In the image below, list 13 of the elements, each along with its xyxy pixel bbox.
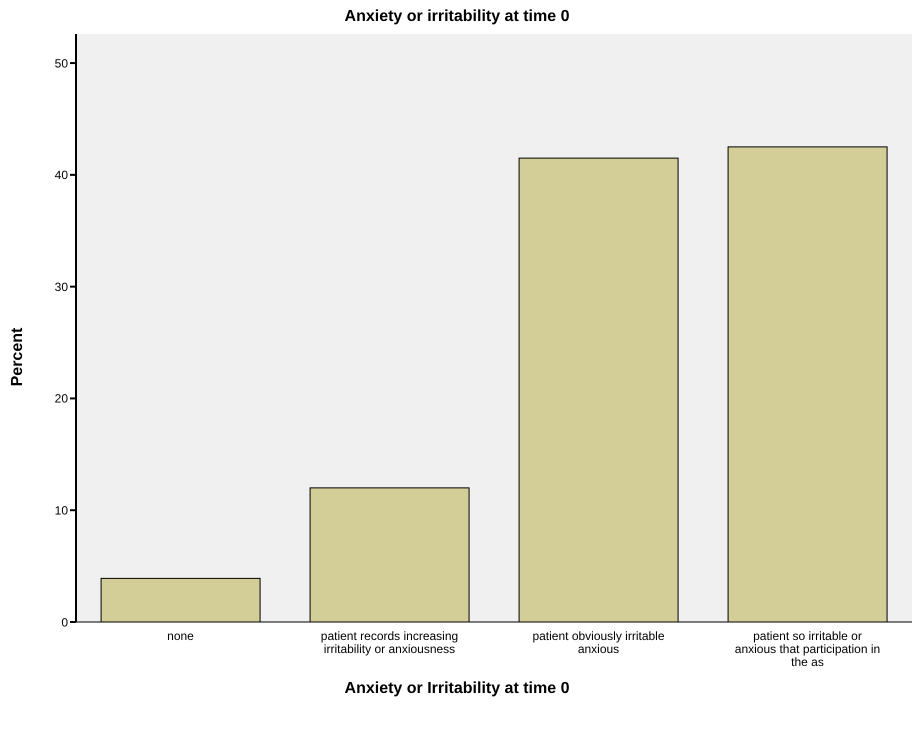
x-tick-label: none: [167, 629, 194, 643]
y-tick-label: 40: [54, 168, 68, 182]
x-tick-label: patient obviously irritable anxious: [532, 629, 665, 656]
x-axis-title: Anxiety or Irritability at time 0: [344, 680, 570, 698]
chart-title: Anxiety or irritability at time 0: [344, 8, 570, 26]
y-axis-title: Percent: [9, 326, 27, 388]
y-tick-label: 20: [54, 392, 68, 406]
y-tick-label: 50: [54, 56, 68, 70]
y-tick-label: 30: [54, 280, 68, 294]
x-tick-label: patient records increasing irritability or anxiousness: [320, 629, 458, 656]
y-tick-label: 0: [61, 615, 68, 630]
x-tick-label: patient so irritable or anxious that participation in the as: [734, 629, 880, 669]
y-tick-label: 10: [54, 503, 68, 518]
